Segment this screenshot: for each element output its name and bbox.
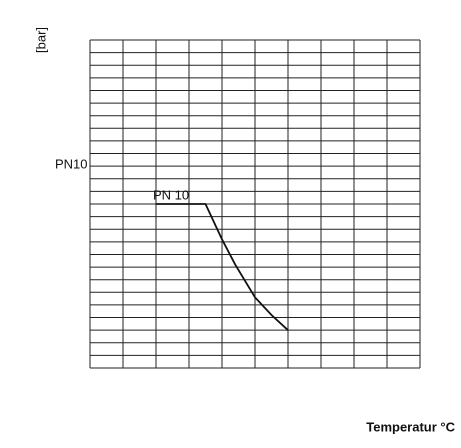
y-axis-label: [bar]: [33, 27, 48, 53]
curve-label: PN 10: [153, 187, 189, 202]
x-axis-label: Temperatur °C: [366, 419, 455, 434]
level-label: PN10: [55, 156, 88, 171]
curve: [156, 203, 289, 331]
